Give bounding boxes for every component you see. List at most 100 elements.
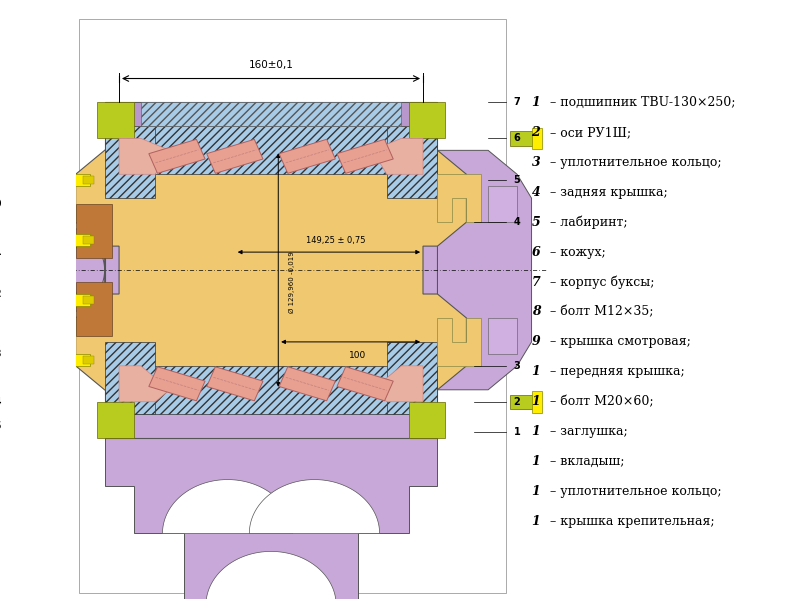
Bar <box>531 128 542 149</box>
Text: 12: 12 <box>0 289 2 299</box>
Bar <box>22 231 36 249</box>
Text: – болт M20×60;: – болт M20×60; <box>550 395 654 408</box>
Text: 1: 1 <box>531 455 540 468</box>
Text: 1: 1 <box>531 365 540 379</box>
Text: 2: 2 <box>514 397 521 407</box>
Text: 13: 13 <box>0 349 2 359</box>
Polygon shape <box>438 151 531 390</box>
Polygon shape <box>149 367 205 401</box>
Bar <box>98 402 134 437</box>
Text: 3: 3 <box>531 156 540 169</box>
Bar <box>83 356 94 364</box>
Bar <box>531 391 542 413</box>
Text: 14: 14 <box>0 397 2 407</box>
Polygon shape <box>372 366 423 402</box>
Polygon shape <box>279 367 335 401</box>
Bar <box>83 296 94 304</box>
Bar <box>79 19 506 593</box>
Text: – кожух;: – кожух; <box>550 245 606 259</box>
Text: – уплотнительное кольцо;: – уплотнительное кольцо; <box>550 156 722 169</box>
Text: 1: 1 <box>531 485 540 498</box>
Text: 7: 7 <box>514 97 521 107</box>
Text: 100: 100 <box>350 351 366 360</box>
Polygon shape <box>438 318 481 366</box>
Text: – корпус буксы;: – корпус буксы; <box>550 275 654 289</box>
Bar <box>387 342 438 414</box>
Text: 10: 10 <box>0 199 2 209</box>
Bar <box>119 366 438 414</box>
Bar <box>119 127 438 174</box>
Bar <box>32 174 90 186</box>
Text: 160±0,1: 160±0,1 <box>249 59 294 70</box>
Polygon shape <box>206 367 263 401</box>
Polygon shape <box>250 479 379 533</box>
Bar <box>83 176 94 184</box>
Text: 11: 11 <box>0 247 2 257</box>
Text: 1: 1 <box>531 96 540 109</box>
Polygon shape <box>162 479 293 533</box>
Polygon shape <box>337 139 394 173</box>
Polygon shape <box>149 139 205 173</box>
Text: – крышка смотровая;: – крышка смотровая; <box>550 335 690 349</box>
Bar <box>83 236 94 244</box>
Bar <box>409 103 445 139</box>
Text: – крышка крепительная;: – крышка крепительная; <box>550 515 714 528</box>
Polygon shape <box>279 139 335 173</box>
Text: – заглушка;: – заглушка; <box>550 425 627 438</box>
Text: 5: 5 <box>531 215 540 229</box>
Bar <box>119 103 438 127</box>
Polygon shape <box>438 174 481 222</box>
Polygon shape <box>76 127 466 414</box>
Text: 8: 8 <box>531 305 540 319</box>
Text: – передняя крышка;: – передняя крышка; <box>550 365 684 379</box>
Bar <box>409 402 445 437</box>
Polygon shape <box>105 437 438 600</box>
Bar <box>32 234 90 246</box>
Bar <box>32 354 90 366</box>
Bar <box>488 318 517 354</box>
Text: 7: 7 <box>531 275 540 289</box>
Polygon shape <box>206 551 336 600</box>
Text: 1: 1 <box>531 515 540 528</box>
Bar <box>76 282 112 336</box>
Polygon shape <box>119 366 170 402</box>
Bar <box>488 186 517 222</box>
Polygon shape <box>105 103 438 437</box>
Bar <box>22 291 36 309</box>
Bar <box>105 127 155 198</box>
Text: 4: 4 <box>514 217 521 227</box>
Text: 6: 6 <box>514 133 521 143</box>
Text: – задняя крышка;: – задняя крышка; <box>550 186 667 199</box>
Bar <box>22 171 36 189</box>
Polygon shape <box>372 139 423 174</box>
Text: Ø 129,960 -0,019: Ø 129,960 -0,019 <box>289 251 295 313</box>
Bar <box>510 131 535 146</box>
Bar <box>76 204 112 258</box>
Text: 149,25 ± 0,75: 149,25 ± 0,75 <box>306 236 366 245</box>
Polygon shape <box>46 180 105 360</box>
Bar <box>105 342 155 414</box>
Text: 9: 9 <box>531 335 540 349</box>
Polygon shape <box>206 139 263 173</box>
Polygon shape <box>119 139 170 174</box>
Text: 1: 1 <box>531 425 540 438</box>
Bar <box>22 351 36 369</box>
Bar <box>98 103 134 139</box>
Text: – лабиринт;: – лабиринт; <box>550 215 627 229</box>
Polygon shape <box>337 367 394 401</box>
Text: 2: 2 <box>531 126 540 139</box>
Text: – подшипник TBU-130×250;: – подшипник TBU-130×250; <box>550 96 735 109</box>
Text: 15: 15 <box>0 421 2 431</box>
Text: 1: 1 <box>514 427 521 437</box>
Bar <box>510 395 535 409</box>
Text: 6: 6 <box>531 245 540 259</box>
Bar <box>32 294 90 306</box>
Text: 3: 3 <box>514 361 521 371</box>
Text: – вкладыш;: – вкладыш; <box>550 455 624 468</box>
Text: 5: 5 <box>514 175 521 185</box>
Text: 4: 4 <box>531 186 540 199</box>
Text: – уплотнительное кольцо;: – уплотнительное кольцо; <box>550 485 722 498</box>
Bar <box>387 127 438 198</box>
Text: – оси РУ1Ш;: – оси РУ1Ш; <box>550 126 630 139</box>
Text: 1: 1 <box>531 395 540 408</box>
